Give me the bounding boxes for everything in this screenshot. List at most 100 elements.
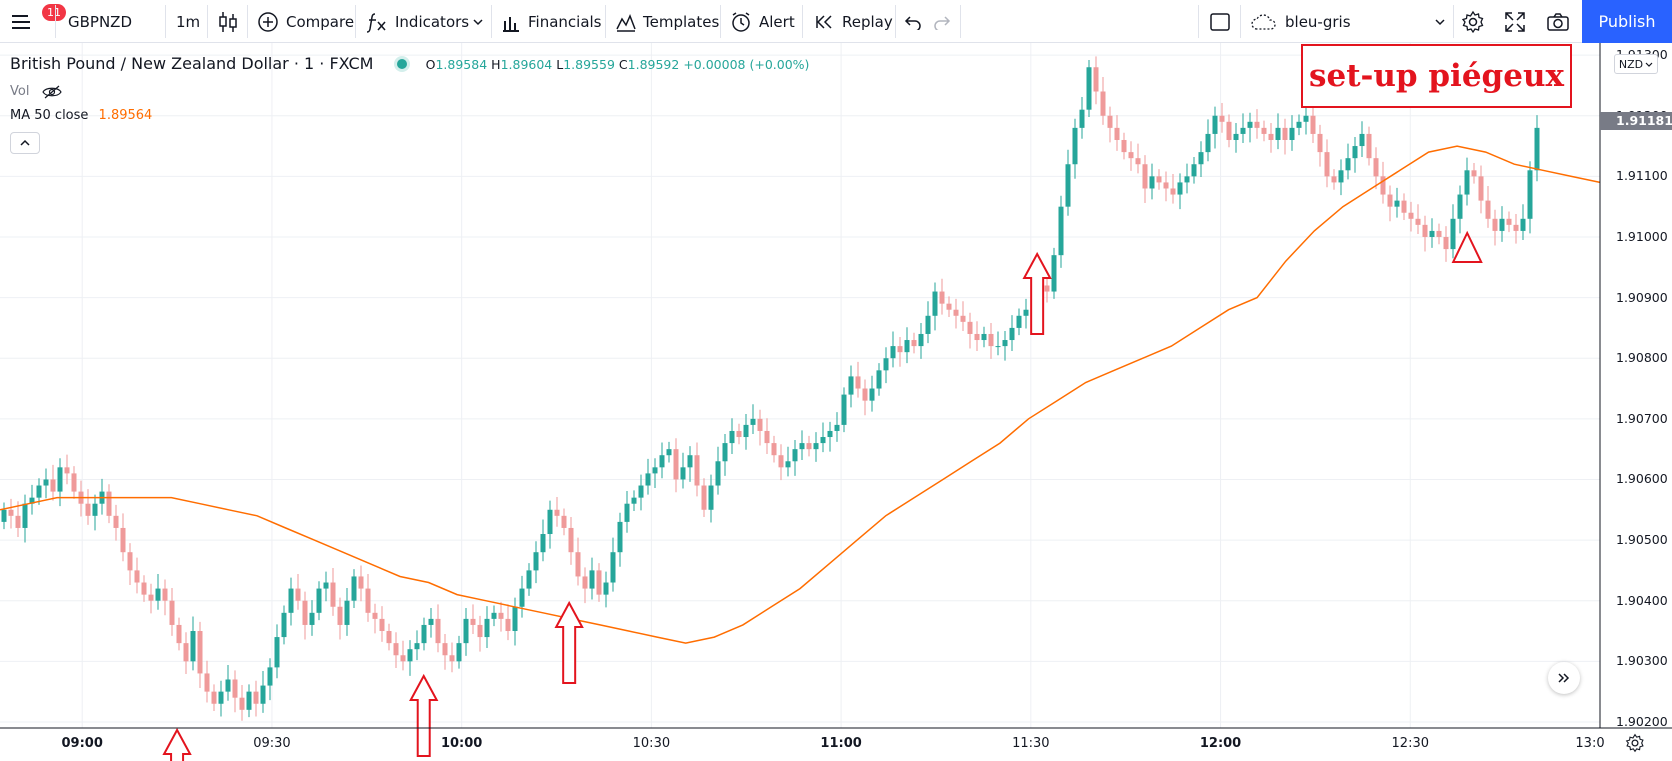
layout-dropdown[interactable] [1434, 0, 1446, 43]
collapse-legend-button[interactable] [10, 132, 40, 154]
close-label: C [618, 57, 628, 72]
candle-body [477, 624, 483, 638]
candle-body [526, 570, 532, 589]
financials-button[interactable]: Financials [501, 0, 602, 43]
candle-body [1485, 200, 1491, 219]
candle-body [1471, 170, 1477, 177]
candle-body [1506, 218, 1512, 225]
candle-body [1429, 230, 1435, 237]
candle-body [1275, 127, 1281, 140]
red-arrow-up [162, 727, 192, 761]
chart-settings-button[interactable] [1625, 733, 1645, 757]
save-layout-button[interactable]: bleu-gris [1250, 0, 1351, 43]
candle-body [22, 503, 28, 528]
indicators-button[interactable]: Indicators [366, 0, 469, 43]
candle-body [1219, 115, 1225, 122]
publish-button[interactable]: Publish [1582, 0, 1672, 43]
candle-body [379, 618, 385, 632]
gear-icon [1625, 733, 1645, 753]
chart-type-button[interactable] [218, 0, 238, 43]
candle-body [1352, 146, 1358, 159]
divider [165, 5, 166, 38]
candle-body [1100, 91, 1106, 116]
ma-label: MA 50 close [10, 108, 89, 123]
candle-body [85, 503, 91, 516]
menu-button[interactable]: 11 [10, 0, 66, 43]
candle-body [589, 570, 595, 589]
candle-body [1450, 218, 1456, 250]
candle-body [211, 691, 217, 704]
candle-body [694, 455, 700, 486]
candle-body [1205, 133, 1211, 153]
candle-body [652, 467, 658, 474]
candle-body [1408, 212, 1414, 219]
symbol-row[interactable]: British Pound / New Zealand Dollar · 1 ·… [10, 54, 809, 73]
current-price-label: 1.91181 [1600, 112, 1672, 130]
snapshot-button[interactable] [1546, 0, 1570, 43]
candle-body [792, 449, 798, 462]
candle-body [1, 509, 7, 522]
templates-icon [616, 12, 636, 32]
candle-body [911, 340, 917, 347]
candle-body [498, 612, 504, 619]
candle-body [246, 691, 252, 710]
candle-body [981, 333, 987, 341]
ma-row[interactable]: MA 50 close 1.89564 [10, 108, 152, 123]
templates-button[interactable]: Templates [616, 0, 719, 43]
candle-body [1016, 315, 1022, 328]
eye-hidden-icon[interactable] [41, 85, 62, 99]
settings-button[interactable] [1461, 0, 1485, 43]
candle-body [1317, 133, 1323, 153]
divider [802, 5, 803, 38]
candle-body [1198, 152, 1204, 165]
price-tick-label: 1.90300 [1616, 653, 1668, 669]
divider [247, 5, 248, 38]
compare-button[interactable]: Compare [257, 0, 354, 43]
candle-body [1443, 236, 1449, 250]
candle-body [141, 582, 147, 595]
candle-body [855, 376, 861, 389]
undo-button[interactable] [904, 0, 922, 43]
candle-body [106, 491, 112, 516]
redo-button[interactable] [933, 0, 951, 43]
alert-button[interactable]: Alert [730, 0, 795, 43]
fullscreen-button[interactable] [1504, 0, 1526, 43]
time-tick-label: 13:0 [1575, 736, 1605, 751]
candle-body [36, 485, 42, 498]
candle-body [421, 624, 427, 644]
setup-annotation-box[interactable]: set-up piégeux [1301, 44, 1572, 108]
candle-body [302, 600, 308, 625]
price-scale[interactable]: 1.913001.912001.911001.910001.909001.908… [1600, 43, 1672, 729]
chevron-down-icon [1645, 58, 1653, 71]
candle-body [1520, 218, 1526, 231]
scroll-to-realtime-button[interactable] [1548, 662, 1580, 694]
volume-row[interactable]: Vol [10, 84, 62, 99]
candle-body [610, 552, 616, 583]
candle-body [1527, 170, 1533, 219]
candle-body [883, 358, 889, 371]
candle-body [869, 388, 875, 401]
currency-select[interactable]: NZD [1614, 54, 1658, 74]
candlestick-series [1, 56, 1540, 721]
candle-body [1240, 127, 1246, 134]
candle-body [1002, 340, 1008, 347]
candle-body [1436, 230, 1442, 237]
candle-body [1037, 285, 1043, 298]
indicators-dropdown[interactable] [472, 0, 484, 43]
divider [960, 5, 961, 38]
replay-button[interactable]: Replay [815, 0, 893, 43]
candle-body [316, 588, 322, 613]
candle-body [750, 418, 756, 425]
candle-body [1499, 218, 1505, 231]
candle-body [1065, 164, 1071, 207]
candle-body [183, 643, 189, 662]
candle-body [1324, 152, 1330, 177]
candle-body [351, 576, 357, 601]
divider [1198, 5, 1199, 38]
layout-button[interactable] [1209, 0, 1231, 43]
candle-body [50, 479, 56, 492]
candle-body [876, 370, 882, 389]
symbol-search[interactable]: GBPNZD [68, 0, 160, 43]
interval-button[interactable]: 1m [176, 0, 200, 43]
